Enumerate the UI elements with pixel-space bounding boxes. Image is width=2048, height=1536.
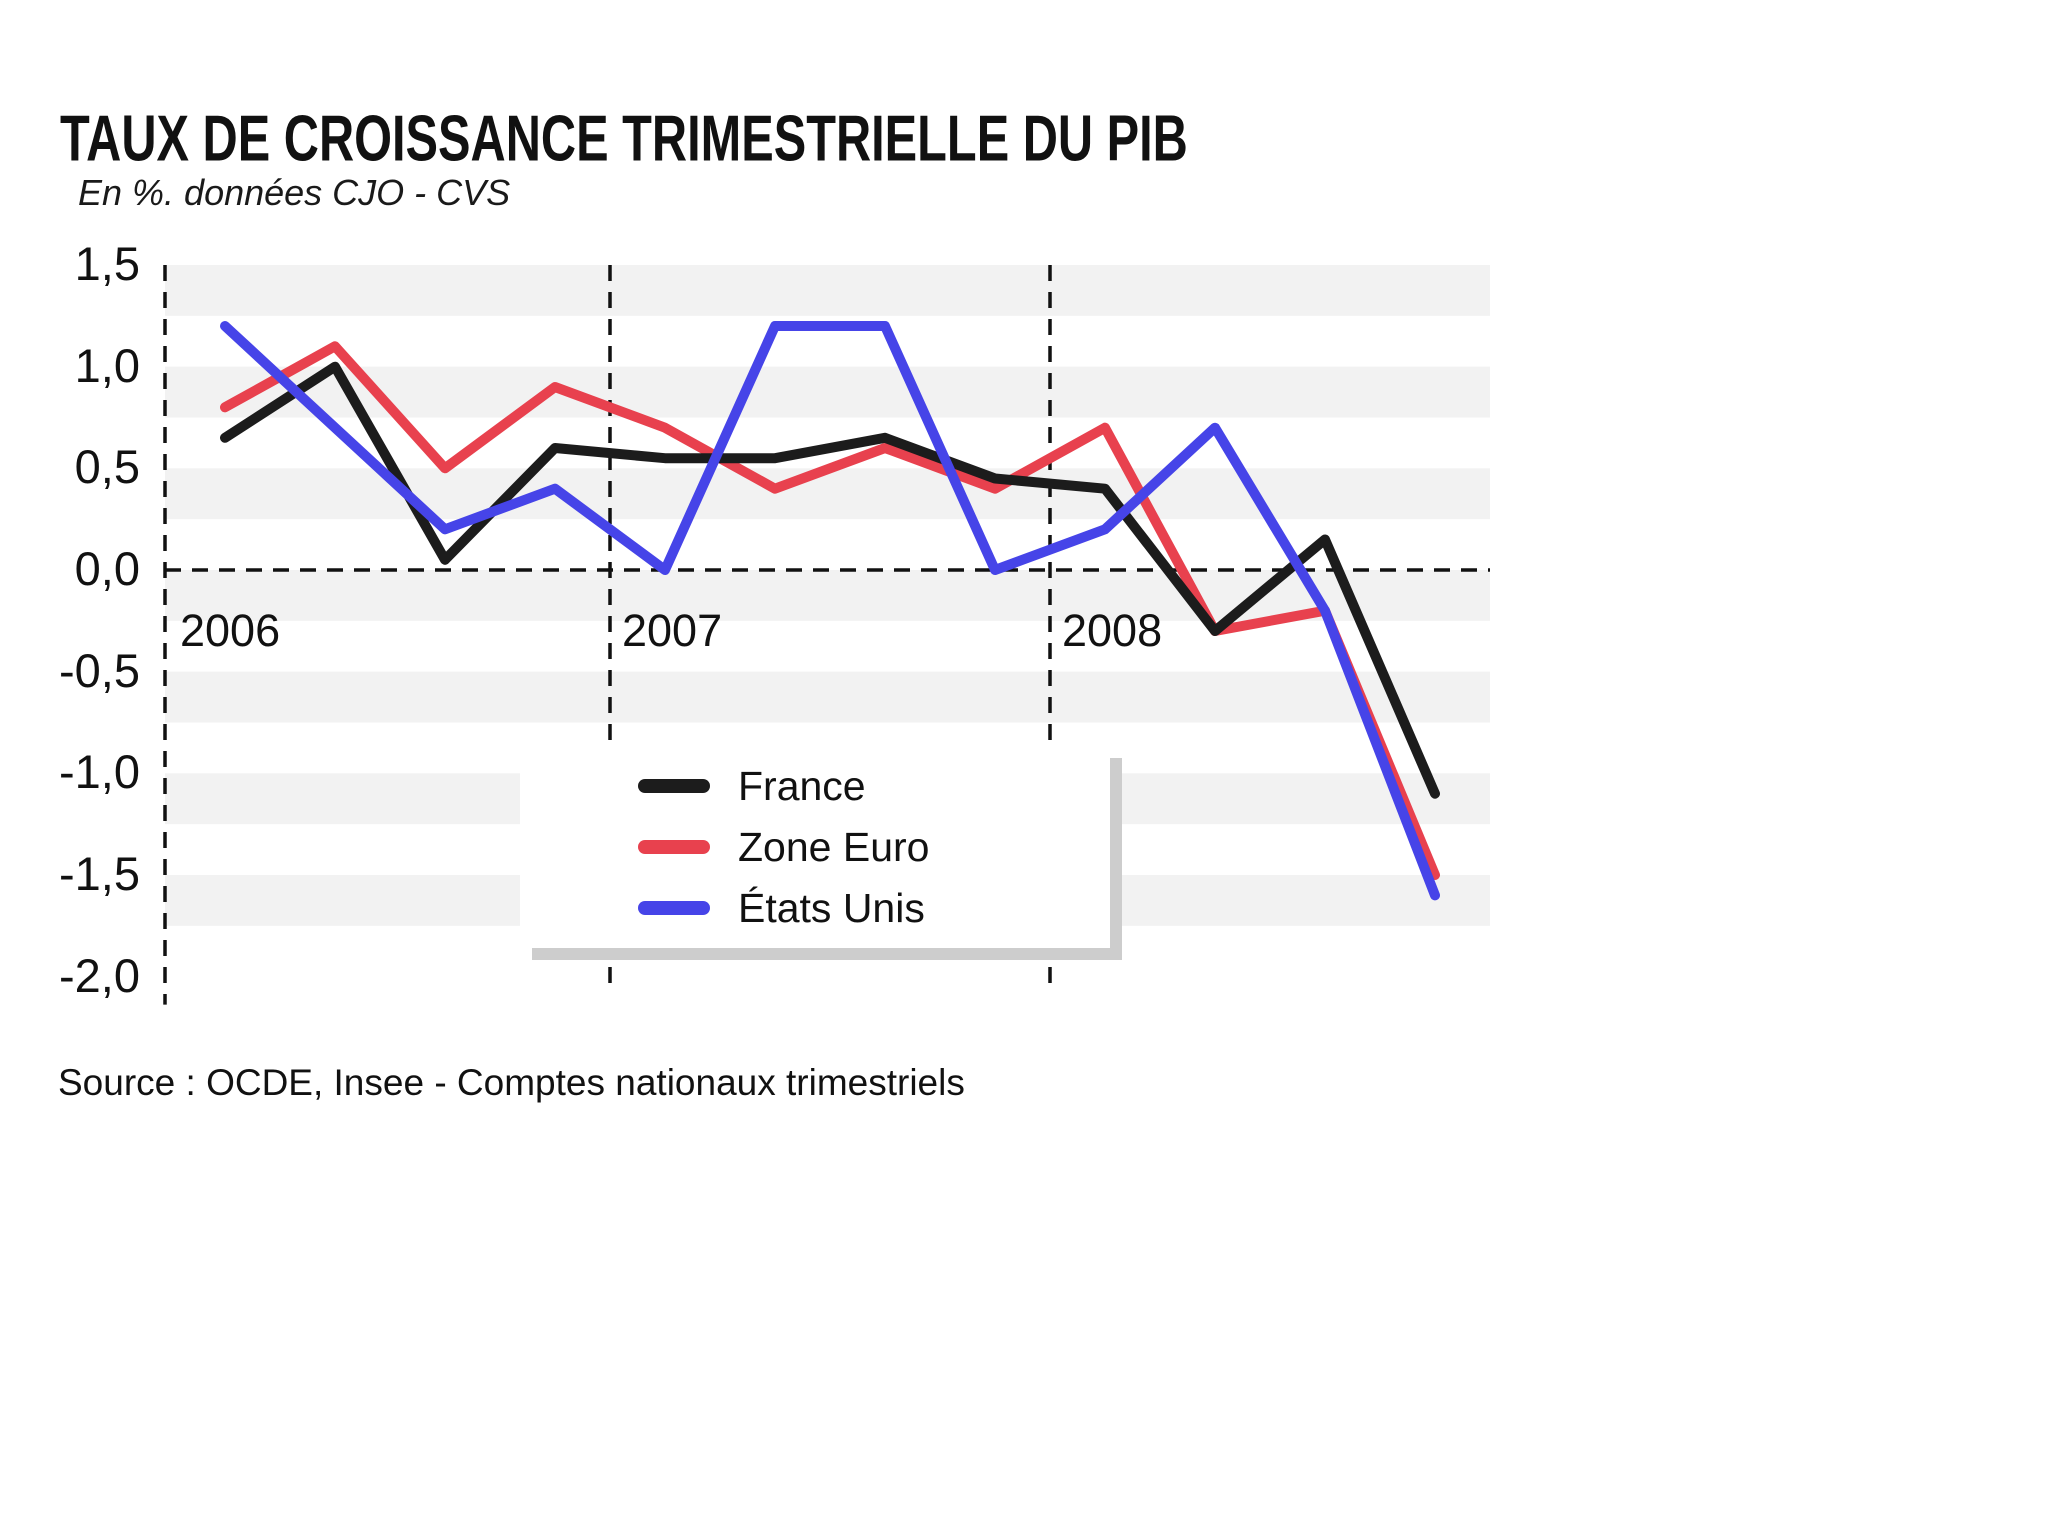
legend: France Zone Euro États Unis <box>520 746 1110 948</box>
legend-label: États Unis <box>738 884 925 931</box>
chart-subtitle: En %. données CJO - CVS <box>78 172 511 213</box>
source-note: Source : OCDE, Insee - Comptes nationaux… <box>58 1062 965 1103</box>
y-tick-label: 1,0 <box>74 338 140 392</box>
legend-item-france: France <box>638 763 1110 810</box>
legend-item-états-unis: États Unis <box>638 885 1110 932</box>
legend-swatch <box>638 779 710 793</box>
background-band <box>165 265 1490 316</box>
y-tick-label: 0,5 <box>74 440 140 494</box>
legend-label: Zone Euro <box>738 823 930 870</box>
page-title: TAUX DE CROISSANCE TRIMESTRIELLE DU PIB <box>60 101 1188 175</box>
legend-item-zone-euro: Zone Euro <box>638 824 1110 871</box>
legend-swatch <box>638 840 710 854</box>
series-line-zone-euro <box>220 341 1440 880</box>
legend-swatch <box>638 901 710 915</box>
background-band <box>165 569 1490 621</box>
series-line-france <box>220 361 1440 799</box>
y-tick-label: -2,0 <box>59 948 140 1002</box>
year-label-2007: 2007 <box>622 605 723 656</box>
background-band <box>165 468 1490 520</box>
year-label-2008: 2008 <box>1062 605 1163 656</box>
year-label-2006: 2006 <box>180 605 281 656</box>
y-tick-label: -1,5 <box>59 846 140 900</box>
legend-label: France <box>738 762 866 809</box>
series-line-états-unis <box>220 321 1440 901</box>
y-tick-label: -0,5 <box>59 643 140 697</box>
y-tick-label: 1,5 <box>74 237 140 290</box>
y-tick-label: 0,0 <box>74 542 140 595</box>
background-band <box>165 671 1490 723</box>
y-tick-label: -1,0 <box>59 745 140 799</box>
